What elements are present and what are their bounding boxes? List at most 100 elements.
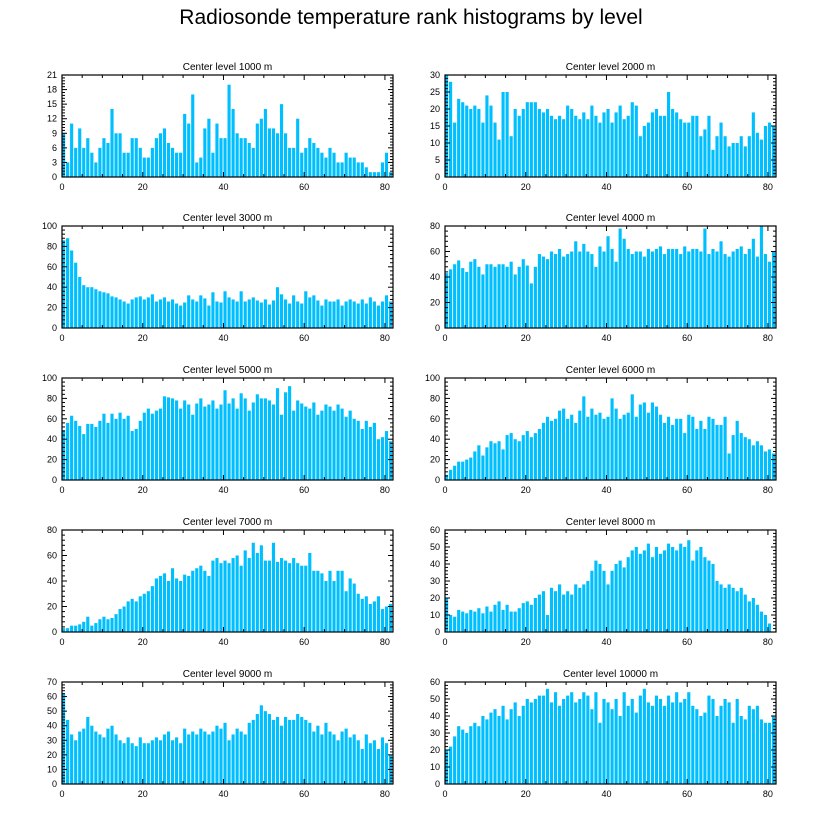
histogram-bar: [622, 692, 626, 784]
histogram-bar: [598, 412, 602, 480]
histogram-bar: [650, 705, 655, 784]
histogram-bar: [368, 297, 372, 328]
histogram-bar: [461, 461, 465, 480]
histogram-bar: [751, 238, 755, 328]
histogram-bar: [525, 699, 529, 784]
histogram-bar: [638, 695, 642, 784]
histogram-bar: [469, 726, 473, 784]
histogram-bar: [300, 152, 304, 177]
histogram-bar: [312, 295, 316, 328]
histogram-bar: [146, 743, 150, 784]
histogram-bar: [477, 726, 481, 784]
histogram-bar: [122, 152, 126, 177]
histogram-bar: [723, 416, 727, 480]
x-tick-label: 0: [442, 637, 447, 647]
histogram-bar: [235, 728, 239, 784]
histogram-bar: [275, 388, 280, 480]
histogram-bar: [336, 404, 340, 480]
histogram-bar: [247, 299, 251, 328]
y-tick-label: 20: [430, 593, 440, 603]
histogram-bar: [199, 157, 203, 177]
y-tick-label: 30: [47, 735, 57, 745]
x-tick-label: 80: [763, 789, 773, 799]
histogram-bar: [308, 138, 312, 177]
histogram-bar: [763, 451, 768, 480]
histogram-bar: [489, 712, 493, 784]
histogram-bar: [517, 266, 521, 328]
histogram-bar: [215, 558, 219, 632]
y-tick-label: 30: [430, 70, 440, 80]
x-tick-label: 40: [601, 485, 611, 495]
histogram-bar: [679, 418, 683, 480]
histogram-bar: [759, 139, 763, 177]
x-tick-label: 0: [59, 485, 64, 495]
histogram-bar: [529, 437, 533, 480]
histogram-bar: [271, 542, 276, 632]
histogram-bar: [610, 122, 614, 177]
histogram-bar: [82, 728, 86, 784]
histogram-bar: [574, 422, 578, 480]
histogram-bar: [445, 474, 449, 480]
histogram-bar: [570, 692, 574, 784]
y-tick-label: 6: [52, 143, 57, 153]
histogram-bar: [505, 604, 509, 632]
histogram-bar: [485, 264, 489, 328]
histogram-bar: [114, 133, 118, 177]
histogram-bar: [98, 420, 102, 480]
histogram-bar: [166, 143, 171, 177]
histogram-bar: [671, 547, 675, 632]
histogram-bar: [150, 413, 154, 480]
histogram-bar: [179, 152, 183, 177]
histogram-bar: [614, 408, 618, 480]
histogram-bar: [110, 413, 114, 480]
histogram-bar: [219, 138, 223, 177]
histogram-bar: [582, 692, 586, 784]
histogram-bar: [352, 583, 356, 632]
y-tick-label: 50: [430, 542, 440, 552]
histogram-bar: [138, 296, 142, 328]
histogram-bar: [332, 410, 336, 480]
histogram-bar: [146, 157, 150, 177]
histogram-bar: [360, 162, 364, 177]
histogram-bar: [739, 587, 743, 632]
histogram-bar: [126, 152, 130, 177]
panel-title: Center level 2000 m: [566, 62, 656, 73]
histogram-bar: [195, 403, 199, 480]
histogram-bar: [650, 112, 655, 177]
histogram-bar: [183, 302, 187, 328]
histogram-bar: [239, 138, 243, 177]
histogram-bar: [485, 606, 489, 632]
histogram-bar: [549, 702, 554, 784]
histogram-bar: [320, 410, 324, 480]
histogram-bar: [743, 146, 747, 177]
histogram-bar: [275, 287, 280, 328]
histogram-bar: [545, 688, 550, 784]
histogram-bar: [247, 558, 251, 632]
x-tick-label: 40: [218, 485, 228, 495]
histogram-bar: [485, 95, 489, 177]
y-tick-label: 0: [435, 627, 440, 637]
histogram-bar: [739, 433, 743, 480]
histogram-bar: [380, 437, 385, 480]
histogram-bar: [457, 260, 461, 328]
histogram-bar: [219, 728, 223, 784]
histogram-bar: [187, 123, 191, 177]
histogram-bar: [469, 457, 473, 480]
histogram-bar: [691, 248, 695, 328]
histogram-bar: [578, 699, 582, 784]
histogram-bar: [497, 441, 501, 480]
histogram-bar: [646, 702, 650, 784]
histogram-bar: [215, 301, 219, 328]
histogram-bar: [360, 598, 364, 632]
histogram-bar: [239, 565, 243, 632]
histogram-bar: [477, 109, 481, 177]
histogram-bar: [388, 603, 393, 632]
histogram-bar: [626, 557, 630, 632]
histogram-bar: [94, 623, 98, 632]
histogram-bar: [618, 560, 622, 632]
histogram-bar: [118, 299, 122, 328]
histogram-bar: [545, 109, 550, 177]
histogram-bar: [699, 716, 703, 784]
histogram-bar: [545, 259, 550, 328]
histogram-bar: [658, 699, 663, 784]
